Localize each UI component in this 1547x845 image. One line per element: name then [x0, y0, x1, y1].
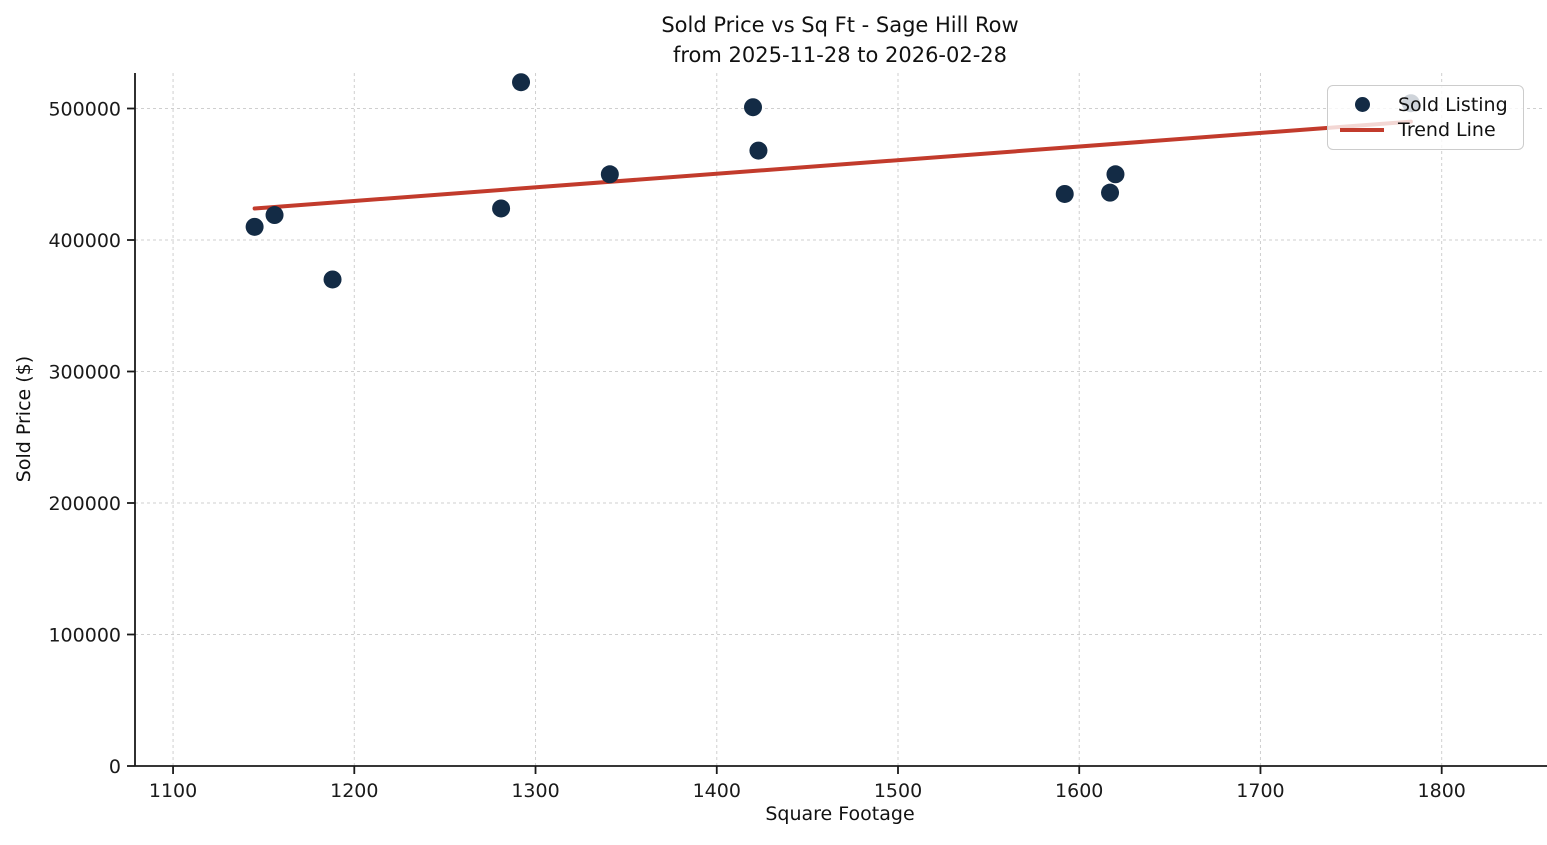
legend-item-trend-line: Trend Line	[1340, 119, 1513, 141]
x-tick-label: 1300	[511, 780, 559, 802]
x-tick-label: 1500	[874, 780, 922, 802]
data-point	[265, 206, 284, 225]
data-point	[1101, 183, 1120, 202]
x-tick-label: 1700	[1236, 780, 1284, 802]
data-point	[1055, 184, 1074, 203]
data-point	[749, 141, 768, 160]
data-point	[1106, 165, 1125, 184]
y-axis-title: Sold Price ($)	[13, 355, 35, 483]
data-point	[245, 217, 264, 236]
chart-title-line1: Sold Price vs Sq Ft - Sage Hill Row	[661, 13, 1019, 37]
data-point	[323, 270, 342, 289]
y-tick-label: 400000	[48, 230, 121, 252]
y-tick-label: 200000	[48, 493, 121, 515]
data-point	[512, 73, 531, 92]
sold-listing-marker-icon	[1340, 97, 1384, 113]
x-tick-label: 1100	[149, 780, 197, 802]
y-tick-label: 0	[109, 756, 121, 778]
y-tick-label: 100000	[48, 625, 121, 647]
x-tick-label: 1600	[1055, 780, 1103, 802]
y-tick-label: 300000	[48, 362, 121, 384]
chart-title-line2: from 2025-11-28 to 2026-02-28	[672, 43, 1008, 67]
legend: Sold Listing Trend Line	[1327, 85, 1524, 150]
data-point	[744, 98, 763, 117]
trend-line	[252, 119, 1413, 211]
legend-label: Trend Line	[1398, 119, 1496, 142]
x-axis-title: Square Footage	[765, 803, 915, 825]
legend-item-sold-listing: Sold Listing	[1340, 94, 1513, 116]
chart-title: Sold Price vs Sq Ft - Sage Hill Row from…	[135, 10, 1545, 70]
y-tick-label: 500000	[48, 99, 121, 121]
x-tick-label: 1200	[330, 780, 378, 802]
trend-line-marker-icon	[1340, 128, 1384, 133]
data-point	[600, 165, 619, 184]
x-tick-label: 1800	[1418, 780, 1466, 802]
legend-label: Sold Listing	[1398, 93, 1508, 116]
x-tick-label: 1400	[693, 780, 741, 802]
data-point	[492, 199, 511, 218]
